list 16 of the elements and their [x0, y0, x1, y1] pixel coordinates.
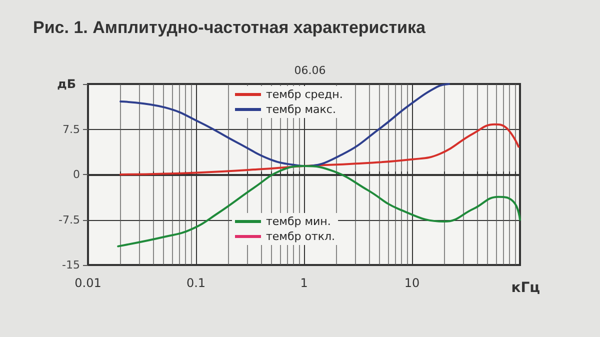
x-tick-label: 10	[404, 276, 420, 290]
legend-label: тембр макс.	[266, 103, 336, 116]
y-tick-label: -7.5	[58, 213, 80, 226]
y-tick-label: -15	[62, 258, 80, 272]
x-tick-label: 0.01	[74, 276, 102, 290]
x-axis-title: кГц	[511, 280, 540, 296]
y-axis-title: дБ	[57, 77, 76, 91]
y-tick-label: 7.5	[62, 122, 80, 136]
legend-label: тембр откл.	[266, 230, 336, 243]
y-tick-label: 0	[73, 168, 80, 181]
legend-label: тембр средн.	[266, 88, 343, 101]
x-tick-label: 0.1	[186, 276, 206, 290]
legend-label: тембр мин.	[266, 215, 331, 228]
chart-title: Рис. 1. Амплитудно-частотная характеристика	[33, 18, 426, 37]
x-tick-label: 1	[300, 276, 308, 290]
chart-subtitle: 06.06	[294, 64, 326, 77]
